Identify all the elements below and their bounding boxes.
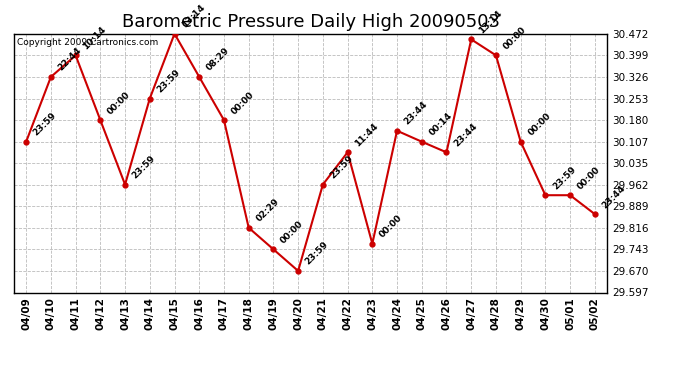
- Text: 23:44: 23:44: [600, 183, 627, 210]
- Text: 00:00: 00:00: [230, 90, 256, 116]
- Text: 22:44: 22:44: [57, 46, 83, 73]
- Text: 00:00: 00:00: [502, 25, 528, 51]
- Text: 10:14: 10:14: [81, 25, 108, 51]
- Text: 23:59: 23:59: [155, 68, 182, 94]
- Text: 00:00: 00:00: [575, 165, 602, 191]
- Title: Barometric Pressure Daily High 20090503: Barometric Pressure Daily High 20090503: [121, 13, 500, 31]
- Text: 23:59: 23:59: [130, 154, 157, 180]
- Text: Copyright 2009 Cartronics.com: Copyright 2009 Cartronics.com: [17, 38, 158, 46]
- Text: 23:59: 23:59: [551, 164, 578, 191]
- Text: 13:14: 13:14: [477, 9, 504, 35]
- Text: 00:00: 00:00: [279, 219, 305, 245]
- Text: 02:29: 02:29: [254, 197, 281, 223]
- Text: 13:14: 13:14: [180, 3, 207, 30]
- Text: 11:44: 11:44: [353, 122, 380, 148]
- Text: 23:59: 23:59: [304, 240, 331, 267]
- Text: 23:44: 23:44: [402, 100, 429, 127]
- Text: 08:29: 08:29: [205, 46, 231, 73]
- Text: 00:00: 00:00: [378, 213, 404, 240]
- Text: 23:44: 23:44: [452, 122, 479, 148]
- Text: 00:00: 00:00: [526, 111, 553, 138]
- Text: 23:59: 23:59: [328, 154, 355, 180]
- Text: 00:00: 00:00: [106, 90, 132, 116]
- Text: 23:59: 23:59: [32, 111, 59, 138]
- Text: 00:14: 00:14: [427, 111, 454, 138]
